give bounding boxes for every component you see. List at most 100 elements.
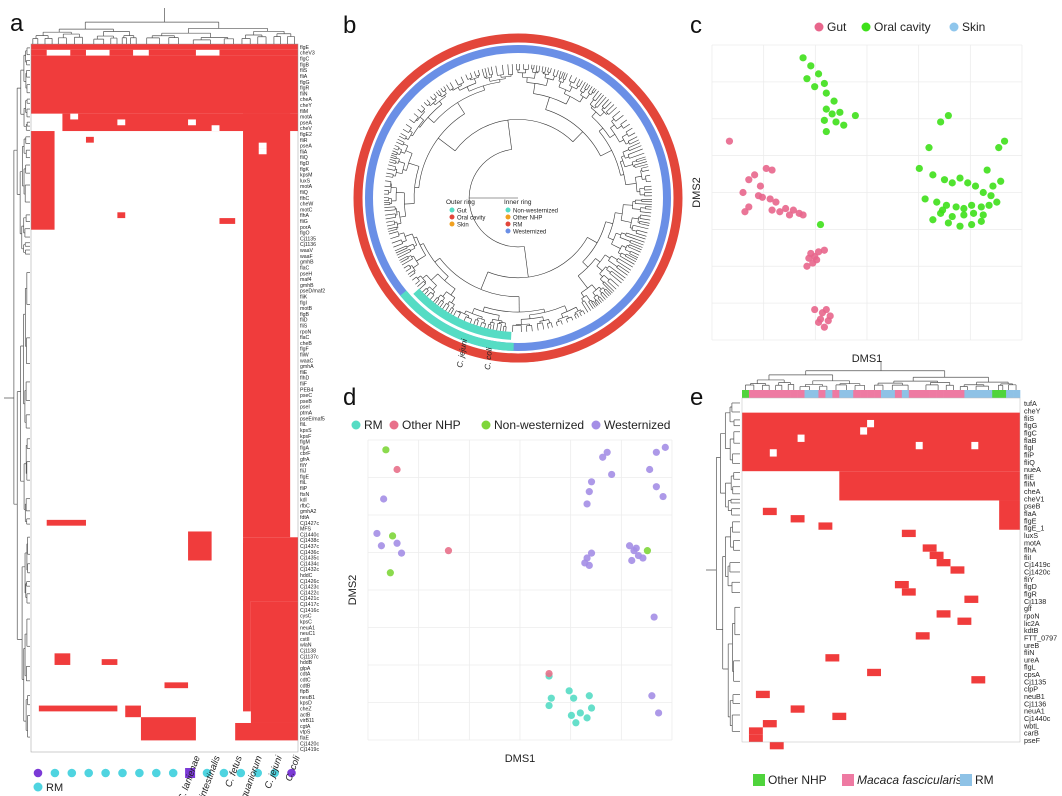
scatter-point <box>785 211 794 219</box>
tree-branch <box>620 174 624 176</box>
tree-arc <box>529 305 565 316</box>
tree-branch <box>580 91 583 96</box>
heatmap-cell <box>235 722 298 741</box>
legend-dot <box>949 22 959 32</box>
heatmap-cell <box>999 500 1020 530</box>
tree-arc <box>629 240 631 243</box>
tree-leaf <box>445 305 450 311</box>
row-label: Cj1437c <box>300 544 319 550</box>
row-label: Cj1426c <box>300 579 319 585</box>
tree-arc <box>411 233 418 246</box>
row-label: flgO <box>300 231 310 237</box>
column-annotation-cell <box>783 390 791 398</box>
heatmap-gap <box>258 148 267 155</box>
dendrogram-branch <box>188 22 268 29</box>
tree-leaf <box>628 136 638 142</box>
dendrogram-branch <box>22 552 26 593</box>
tree-leaf <box>390 235 400 240</box>
row-label: cheA <box>1024 487 1041 496</box>
row-label: pseI <box>300 405 310 411</box>
dendrogram-branch <box>22 139 25 154</box>
tree-leaf <box>417 108 422 113</box>
heatmap-cell <box>164 682 189 689</box>
row-label: Cj1138 <box>1024 597 1046 606</box>
row-label: flgI <box>300 300 307 306</box>
row-label: virB11 <box>300 718 314 724</box>
scatter-point <box>782 204 790 213</box>
dendrogram-branch <box>925 382 939 386</box>
tree-arc <box>627 147 630 151</box>
sample-marker <box>219 768 229 778</box>
tree-branch <box>553 75 555 81</box>
legend-dot <box>591 420 601 430</box>
tree-branch <box>440 94 442 98</box>
row-label: cgtA <box>300 724 311 730</box>
dendrogram-branch <box>730 431 735 444</box>
tree-leaf <box>423 102 428 107</box>
scatter-point <box>380 495 388 503</box>
tree-branch <box>398 148 402 150</box>
row-label: Cj1135 <box>1024 677 1046 686</box>
heatmap-cell <box>46 519 86 526</box>
tree-arc <box>418 113 465 188</box>
tree-leaf <box>560 71 564 79</box>
sample-marker <box>253 768 262 778</box>
dendrogram-branch <box>25 337 27 364</box>
scatter-point <box>940 176 949 184</box>
tree-branch <box>567 315 569 319</box>
tree-arc <box>640 170 643 180</box>
tree-leaf <box>395 247 408 254</box>
tree-branch <box>595 258 601 263</box>
tree-branch <box>398 161 405 164</box>
tree-arc <box>561 306 577 315</box>
column-annotation-cell <box>790 390 798 398</box>
row-label: fdtA <box>300 515 310 521</box>
row-label: flgG <box>300 80 310 86</box>
tree-arc <box>393 220 396 225</box>
tree-leaf <box>587 86 593 93</box>
panel-d-scatter: DMS1 DMS2 RM Other NHP Non-westernized Wester… <box>347 418 673 765</box>
tree-branch <box>483 85 485 91</box>
tree-arc <box>629 217 633 228</box>
inner-ring-segment <box>400 290 514 351</box>
tree-leaf <box>438 90 442 95</box>
tree-branch <box>464 310 467 315</box>
tree-leaf <box>594 300 599 306</box>
scatter-point <box>811 305 819 314</box>
tree-branch <box>603 274 610 280</box>
heatmap-gap <box>971 441 979 450</box>
row-label: kpsC <box>300 619 312 625</box>
tree-leaf <box>636 156 646 161</box>
dendrogram-branch <box>26 695 28 705</box>
tree-branch <box>589 99 594 105</box>
tree-branch <box>438 137 456 152</box>
panel-e-legend: Other NHP Macaca fascicularis RM <box>753 773 994 787</box>
tree-branch <box>606 269 611 273</box>
row-label: rfbC <box>300 503 310 509</box>
sample-marker <box>33 768 43 778</box>
row-label: gmhA <box>300 364 314 370</box>
tree-leaf <box>547 67 549 72</box>
heatmap-cell <box>748 727 763 735</box>
tree-arc <box>446 291 456 298</box>
tree-arc <box>569 80 575 84</box>
dendrogram-branch <box>23 249 26 255</box>
heatmap-cell <box>971 676 986 684</box>
panel-letter-b: b <box>343 12 357 39</box>
row-label: tufA <box>1024 399 1037 408</box>
dendrogram-branch <box>24 381 27 401</box>
column-annotation-cell <box>992 390 1000 398</box>
row-label: vtpS <box>300 730 311 736</box>
dendrogram-branch <box>36 32 49 36</box>
tree-arc <box>434 96 446 106</box>
tree-leaf <box>618 258 633 268</box>
scatter-point <box>956 174 964 182</box>
heatmap-cell <box>54 653 71 665</box>
tree-branch <box>608 260 618 267</box>
dendrogram-branch <box>25 99 28 104</box>
dendrogram-branch <box>730 419 735 426</box>
tree-branch <box>400 151 405 154</box>
tree-arc <box>458 310 469 317</box>
